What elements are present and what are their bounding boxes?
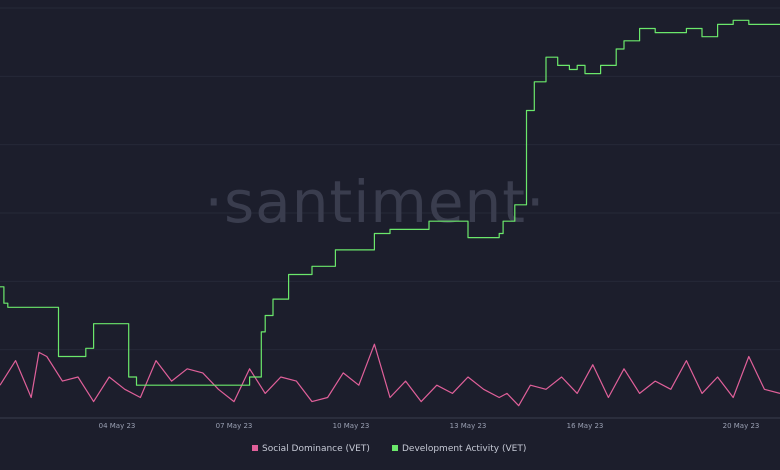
x-axis-ticks: 04 May 23 07 May 23 10 May 23 13 May 23 16 M… <box>99 422 760 430</box>
x-tick-label: 16 May 23 <box>567 422 604 430</box>
santiment-watermark: ·santiment· <box>205 168 546 236</box>
x-tick-label: 07 May 23 <box>216 422 253 430</box>
legend-label: Social Dominance (VET) <box>262 444 370 454</box>
x-tick-label: 04 May 23 <box>99 422 136 430</box>
legend-label: Development Activity (VET) <box>402 444 526 454</box>
x-tick-label: 13 May 23 <box>450 422 487 430</box>
series-layer <box>0 19 780 407</box>
legend-swatch <box>252 445 258 451</box>
series-line-development-activity <box>0 19 780 386</box>
series-line-social-dominance <box>0 343 780 407</box>
x-tick-label: 20 May 23 <box>723 422 760 430</box>
legend: Social Dominance (VET) Development Activi… <box>252 444 526 454</box>
x-tick-label: 10 May 23 <box>333 422 370 430</box>
legend-swatch <box>392 445 398 451</box>
